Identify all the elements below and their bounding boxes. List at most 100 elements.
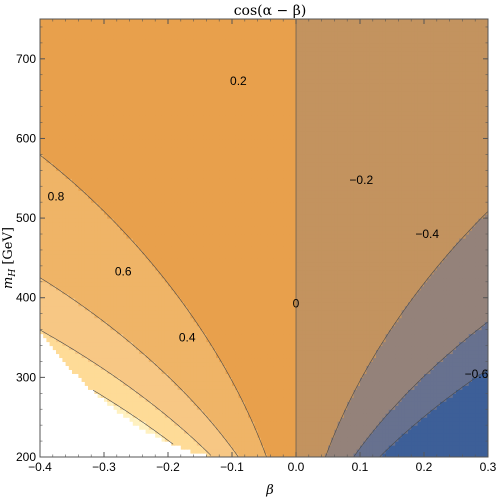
contour-cell <box>46 138 51 144</box>
contour-cell <box>136 22 140 28</box>
contour-cell <box>43 281 47 287</box>
contour-cell <box>84 66 89 72</box>
contour-cell <box>139 397 143 402</box>
contour-cell <box>129 42 134 48</box>
contour-cell <box>62 285 67 291</box>
contour-cell <box>113 94 118 100</box>
contour-cell <box>145 94 150 100</box>
contour-cell <box>126 50 131 56</box>
contour-cell <box>136 249 140 255</box>
contour-cell <box>81 341 86 347</box>
contour-cell <box>123 401 127 406</box>
contour-cell <box>97 269 102 275</box>
contour-cell <box>84 90 89 96</box>
contour-cell <box>59 130 63 136</box>
contour-cell <box>46 265 51 271</box>
contour-cell <box>110 265 115 271</box>
contour-cell <box>129 22 134 28</box>
contour-cell <box>65 238 70 243</box>
contour-cell <box>49 130 54 136</box>
contour-cell <box>145 82 150 88</box>
contour-cell <box>136 409 140 414</box>
contour-cell <box>81 46 86 52</box>
contour-cell <box>56 253 60 259</box>
contour-cell <box>94 130 99 136</box>
contour-cell <box>81 277 86 283</box>
contour-cell <box>145 110 150 116</box>
contour-cell <box>148 222 153 227</box>
contour-cell <box>91 206 95 211</box>
contour-cell <box>148 102 153 108</box>
contour-cell <box>52 222 57 227</box>
contour-cell <box>49 106 54 112</box>
contour-cell <box>145 138 150 144</box>
contour-cell <box>62 357 67 363</box>
contour-cell <box>84 289 89 295</box>
contour-cell <box>72 317 76 323</box>
contour-cell <box>129 166 134 171</box>
contour-cell <box>88 329 92 335</box>
contour-cell <box>136 190 140 195</box>
contour-cell <box>139 249 143 255</box>
contour-cell <box>62 253 67 259</box>
contour-cell <box>84 98 89 104</box>
contour-cell <box>129 261 134 267</box>
contour-cell <box>49 166 54 171</box>
contour-cell <box>116 158 121 163</box>
contour-cell <box>78 174 83 179</box>
contour-cell <box>104 234 108 239</box>
contour-cell <box>40 289 44 295</box>
contour-cell <box>94 345 99 351</box>
contour-cell <box>88 62 92 68</box>
contour-cell <box>40 38 44 44</box>
contour-cell <box>75 194 79 199</box>
contour-cell <box>132 313 137 319</box>
contour-cell <box>113 317 118 323</box>
contour-cell <box>123 389 127 394</box>
contour-cell <box>129 234 134 239</box>
contour-cell <box>97 341 102 347</box>
contour-cell <box>100 369 105 374</box>
contour-cell <box>139 102 143 108</box>
contour-cell <box>107 62 111 68</box>
contour-cell <box>107 50 111 56</box>
contour-cell <box>148 325 153 331</box>
contour-cell <box>116 190 121 195</box>
contour-cell <box>40 241 44 247</box>
contour-cell <box>97 293 102 299</box>
contour-cell <box>123 166 127 171</box>
contour-cell <box>142 218 147 223</box>
contour-cell <box>100 249 105 255</box>
contour-cell <box>46 261 51 267</box>
contour-cell <box>59 214 63 219</box>
contour-cell <box>56 146 60 151</box>
contour-cell <box>126 142 131 148</box>
contour-cell <box>94 361 99 367</box>
contour-cell <box>126 309 131 315</box>
contour-cell <box>91 110 95 116</box>
contour-cell <box>94 158 99 163</box>
contour-cell <box>68 241 73 247</box>
contour-cell <box>132 309 137 315</box>
contour-cell <box>94 46 99 52</box>
contour-cell <box>78 102 83 108</box>
contour-cell <box>91 265 95 271</box>
contour-cell <box>126 305 131 311</box>
contour-cell <box>110 166 115 171</box>
contour-cell <box>132 82 137 88</box>
contour-cell <box>84 19 89 24</box>
contour-cell <box>107 385 111 390</box>
contour-cell <box>40 281 44 287</box>
contour-cell <box>52 281 57 287</box>
contour-cell <box>52 317 57 323</box>
contour-cell <box>110 46 115 52</box>
contour-cell <box>40 146 44 151</box>
contour-cell <box>104 289 108 295</box>
contour-cell <box>136 253 140 259</box>
contour-cell <box>136 162 140 167</box>
contour-cell <box>40 150 44 155</box>
contour-cell <box>110 54 115 60</box>
contour-cell <box>81 58 86 64</box>
contour-cell <box>56 122 60 128</box>
contour-cell <box>46 106 51 112</box>
